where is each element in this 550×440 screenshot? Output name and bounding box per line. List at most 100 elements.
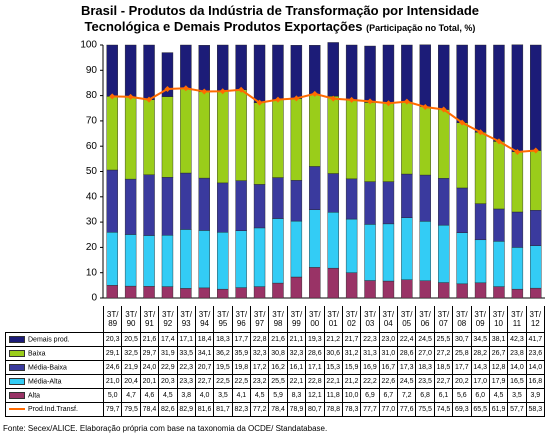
x-tick-label: 3T/ 06 [415, 306, 435, 333]
bar-segment [161, 177, 174, 236]
bar-segment [382, 181, 395, 225]
bar-segment [290, 220, 303, 278]
legend-swatch [9, 335, 25, 343]
table-value: 81,7 [213, 402, 233, 417]
table-value: 69,3 [452, 402, 472, 417]
bar-segment [345, 272, 358, 299]
x-tick-label: 3T/ 01 [323, 306, 343, 333]
bar-segment [217, 232, 229, 290]
bar-segment [161, 286, 174, 299]
x-tick-label: 3T/ 99 [286, 306, 307, 333]
table-value: 22,9 [158, 360, 178, 375]
bar-segment [511, 44, 524, 152]
table-value: 10,0 [341, 388, 362, 403]
bar-segment [345, 44, 358, 101]
x-tick-label: 3T/ 91 [139, 306, 160, 333]
table-value: 78,8 [323, 402, 343, 417]
bar-segment [161, 96, 174, 178]
bar-segment [290, 98, 303, 181]
table-value: 32,3 [286, 346, 307, 361]
table-value: 25,8 [452, 346, 472, 361]
source-note: Fonte: Secex/ALICE. Elaboração própria c… [3, 424, 328, 433]
bar-segment [143, 99, 155, 175]
table-value: 32,5 [121, 346, 141, 361]
table-value: 15,9 [341, 360, 362, 375]
table-value: 23,0 [378, 332, 399, 347]
line-marker [238, 86, 245, 93]
bar-segment [364, 280, 376, 299]
line-marker [201, 88, 208, 95]
bar-segment [290, 180, 303, 222]
table-value: 19,8 [231, 360, 252, 375]
bar-segment [530, 245, 542, 289]
legend-label: Baixa [28, 350, 46, 358]
table-value: 74,5 [433, 402, 454, 417]
table-value: 4,1 [231, 388, 252, 403]
line-marker [422, 103, 429, 110]
bar-segment [253, 286, 266, 299]
table-value: 20,7 [194, 360, 215, 375]
table-value: 29,1 [102, 346, 123, 361]
bar-segment [309, 267, 321, 299]
bar-segment [401, 217, 413, 280]
table-row: Alta 5,0 4,7 4,6 4,5 3,8 4,0 3,5 4,1 4,5 5,9 8,3 12,… [5, 388, 546, 403]
table-value: 22,8 [305, 374, 325, 389]
line-marker [440, 106, 447, 113]
bar-segment [456, 44, 468, 123]
table-value: 5,9 [268, 388, 288, 403]
table-value: 16,5 [507, 374, 527, 389]
table-value: 20,3 [158, 374, 178, 389]
bar-segment [217, 91, 229, 184]
bar-segment [161, 52, 174, 97]
bar-segment [493, 241, 505, 287]
table-value: 14,3 [470, 360, 490, 375]
bar-segment [217, 44, 229, 92]
y-tick-label: 90 [86, 65, 98, 76]
table-value: 30,7 [452, 332, 472, 347]
table-value: 5,6 [452, 388, 472, 403]
table-value: 21,9 [121, 360, 141, 375]
bar-segment [364, 224, 376, 281]
line-marker [348, 96, 355, 103]
table-value: 28,2 [470, 346, 490, 361]
bar-segment [180, 172, 192, 230]
bar-segment [474, 239, 487, 284]
bar-segment [327, 173, 339, 213]
table-value: 16,2 [268, 360, 288, 375]
bar-segment [438, 224, 450, 283]
bar-segment [327, 95, 339, 174]
table-value: 14,0 [507, 360, 527, 375]
line-marker [514, 149, 521, 156]
bar-segment [235, 89, 247, 181]
y-tick-label: 40 [86, 191, 98, 202]
line-series [112, 87, 536, 154]
y-tick-label: 20 [86, 242, 98, 253]
table-value: 80,7 [305, 402, 325, 417]
bar-segment [382, 223, 395, 282]
bar-segment [124, 285, 137, 299]
chart: 0 10 20 30 40 50 60 70 80 90 100 [80, 40, 545, 304]
bar-segment [493, 44, 505, 142]
table-value: 27,2 [433, 346, 454, 361]
line-marker [385, 100, 392, 107]
legend-label: Prod.Ind.Transf. [28, 406, 78, 413]
bar-segment [382, 44, 395, 104]
bar-segment [124, 178, 137, 235]
table-value: 6,8 [415, 388, 435, 403]
bar-segment [419, 44, 431, 107]
bar-segment [345, 99, 358, 180]
line-marker [127, 93, 134, 100]
legend-entry: Média-Alta [5, 374, 104, 389]
table-value: 24,5 [396, 374, 417, 389]
bar-segment [124, 234, 137, 287]
legend-label: Demais prod. [28, 336, 70, 344]
bar-segment [124, 44, 137, 98]
table-value: 25,5 [433, 332, 454, 347]
table-value: 4,6 [139, 388, 160, 403]
table-value: 17,7 [231, 332, 252, 347]
table-row: Baixa 29,1 32,5 29,7 31,9 33,5 34,1 36,2 35,9 32,… [5, 346, 546, 361]
x-tick-label: 3T/ 90 [121, 306, 141, 333]
table-value: 82,3 [231, 402, 252, 417]
table-value: 17,1 [176, 332, 196, 347]
bar-segment [272, 99, 284, 178]
